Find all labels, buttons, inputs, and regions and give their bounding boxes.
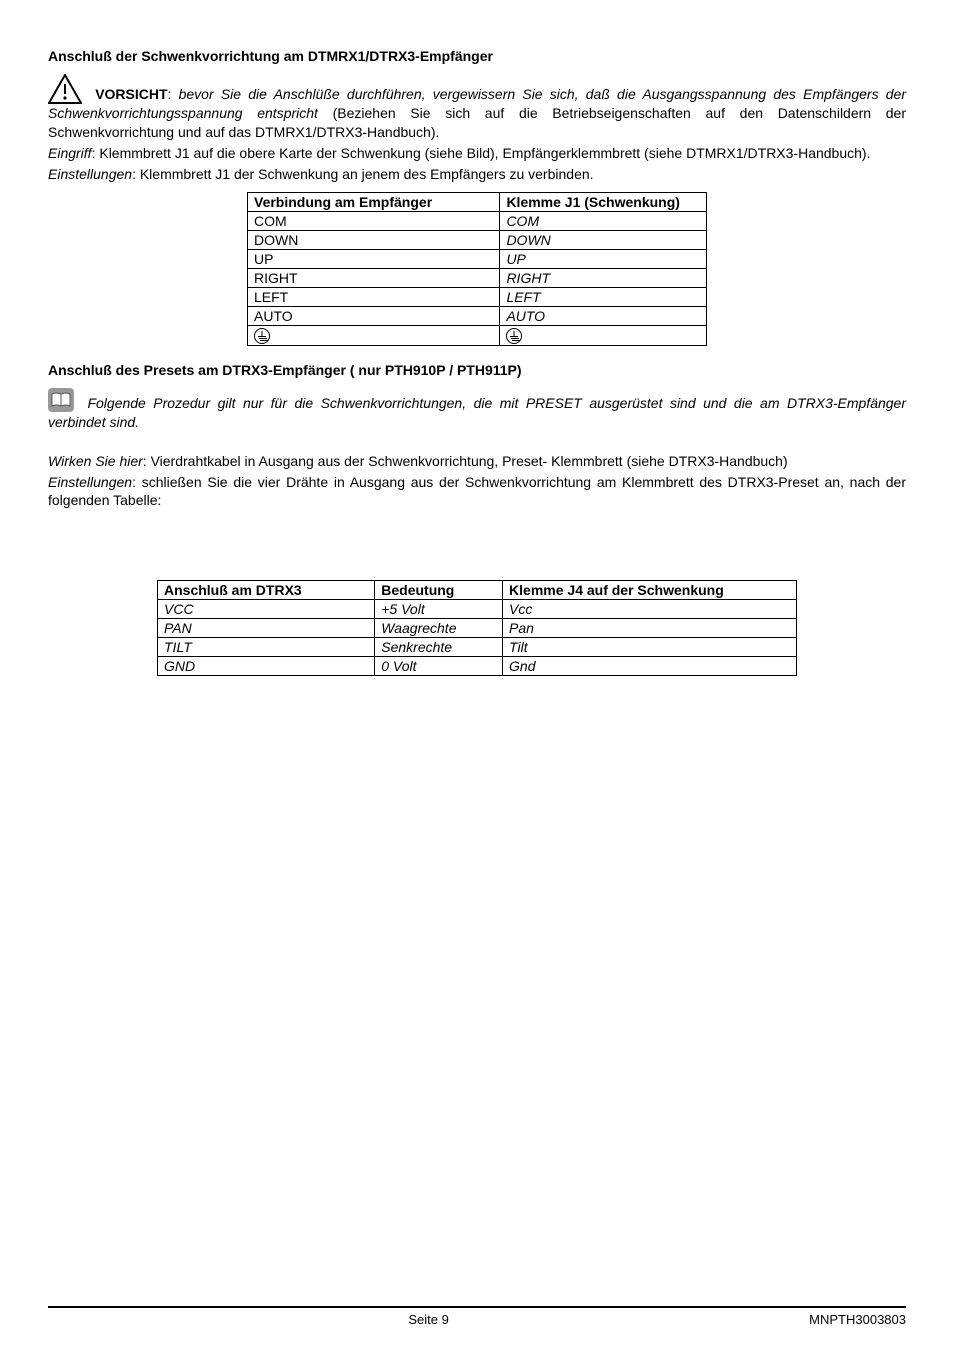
table-cell: COM (248, 211, 500, 230)
table-cell: 0 Volt (375, 657, 503, 676)
table-header: Verbindung am Empfänger (248, 192, 500, 211)
page-footer: Seite 9 MNPTH3003803 (48, 1306, 906, 1327)
table-cell (248, 325, 500, 345)
table-row: VCC+5 VoltVcc (158, 600, 797, 619)
table-cell: +5 Volt (375, 600, 503, 619)
table-cell: UP (500, 249, 707, 268)
vorsicht-label: VORSICHT (95, 86, 167, 102)
table-j4: Anschluß am DTRX3 Bedeutung Klemme J4 au… (157, 580, 797, 676)
note-paragraph: Folgende Prozedur gilt nur für die Schwe… (48, 388, 906, 432)
table-cell: Gnd (503, 657, 797, 676)
earth-icon (506, 328, 522, 344)
table-cell: DOWN (248, 230, 500, 249)
table-row: DOWNDOWN (248, 230, 707, 249)
table-j1: Verbindung am Empfänger Klemme J1 (Schwe… (247, 192, 707, 346)
wirken-text: : Vierdrahtkabel in Ausgang aus der Schw… (143, 453, 788, 469)
vorsicht-sep: : (168, 86, 179, 102)
einstellungen1-text: : Klemmbrett J1 der Schwenkung an jenem … (132, 166, 593, 182)
table-cell: RIGHT (248, 268, 500, 287)
vorsicht-paragraph: VORSICHT: bevor Sie die Anschlüße durchf… (48, 74, 906, 142)
table-header: Klemme J1 (Schwenkung) (500, 192, 707, 211)
table-cell: LEFT (248, 287, 500, 306)
book-icon (48, 388, 74, 412)
table-row: PANWaagrechtePan (158, 619, 797, 638)
table-cell (500, 325, 707, 345)
table-row: LEFTLEFT (248, 287, 707, 306)
table-cell: Pan (503, 619, 797, 638)
eingriff-text: : Klemmbrett J1 auf die obere Karte der … (92, 145, 871, 161)
table-row: COMCOM (248, 211, 707, 230)
table-cell: TILT (158, 638, 375, 657)
warning-icon (48, 74, 82, 104)
table-cell: PAN (158, 619, 375, 638)
table-row: UPUP (248, 249, 707, 268)
table-header: Klemme J4 auf der Schwenkung (503, 581, 797, 600)
table-cell: UP (248, 249, 500, 268)
table-cell: Tilt (503, 638, 797, 657)
table-cell: VCC (158, 600, 375, 619)
table-cell: GND (158, 657, 375, 676)
einstellungen1-paragraph: Einstellungen: Klemmbrett J1 der Schwenk… (48, 165, 906, 184)
table-row: RIGHTRIGHT (248, 268, 707, 287)
table-row: AUTOAUTO (248, 306, 707, 325)
einstellungen1-label: Einstellungen (48, 166, 132, 182)
table-row: Verbindung am Empfänger Klemme J1 (Schwe… (248, 192, 707, 211)
table-row: TILTSenkrechteTilt (158, 638, 797, 657)
table-cell: AUTO (248, 306, 500, 325)
table-header: Anschluß am DTRX3 (158, 581, 375, 600)
earth-icon (254, 328, 270, 344)
footer-page: Seite 9 (48, 1312, 809, 1327)
table-cell: COM (500, 211, 707, 230)
einstellungen2-paragraph: Einstellungen: schließen Sie die vier Dr… (48, 473, 906, 511)
section1-heading: Anschluß der Schwenkvorrichtung am DTMRX… (48, 48, 906, 64)
table-row: GND0 VoltGnd (158, 657, 797, 676)
section2-heading: Anschluß des Presets am DTRX3-Empfänger … (48, 362, 906, 378)
eingriff-paragraph: Eingriff: Klemmbrett J1 auf die obere Ka… (48, 144, 906, 163)
eingriff-label: Eingriff (48, 145, 92, 161)
einstellungen2-text: : schließen Sie die vier Drähte in Ausga… (48, 474, 906, 509)
table-cell: AUTO (500, 306, 707, 325)
footer-doc: MNPTH3003803 (809, 1312, 906, 1327)
table-cell: LEFT (500, 287, 707, 306)
table-row: Anschluß am DTRX3 Bedeutung Klemme J4 au… (158, 581, 797, 600)
table-row (248, 325, 707, 345)
wirken-paragraph: Wirken Sie hier: Vierdrahtkabel in Ausga… (48, 452, 906, 471)
table-header: Bedeutung (375, 581, 503, 600)
wirken-label: Wirken Sie hier (48, 453, 143, 469)
table-cell: Waagrechte (375, 619, 503, 638)
table-cell: Senkrechte (375, 638, 503, 657)
note-text: Folgende Prozedur gilt nur für die Schwe… (48, 395, 906, 430)
table-cell: DOWN (500, 230, 707, 249)
einstellungen2-label: Einstellungen (48, 474, 132, 490)
table-cell: RIGHT (500, 268, 707, 287)
table-cell: Vcc (503, 600, 797, 619)
